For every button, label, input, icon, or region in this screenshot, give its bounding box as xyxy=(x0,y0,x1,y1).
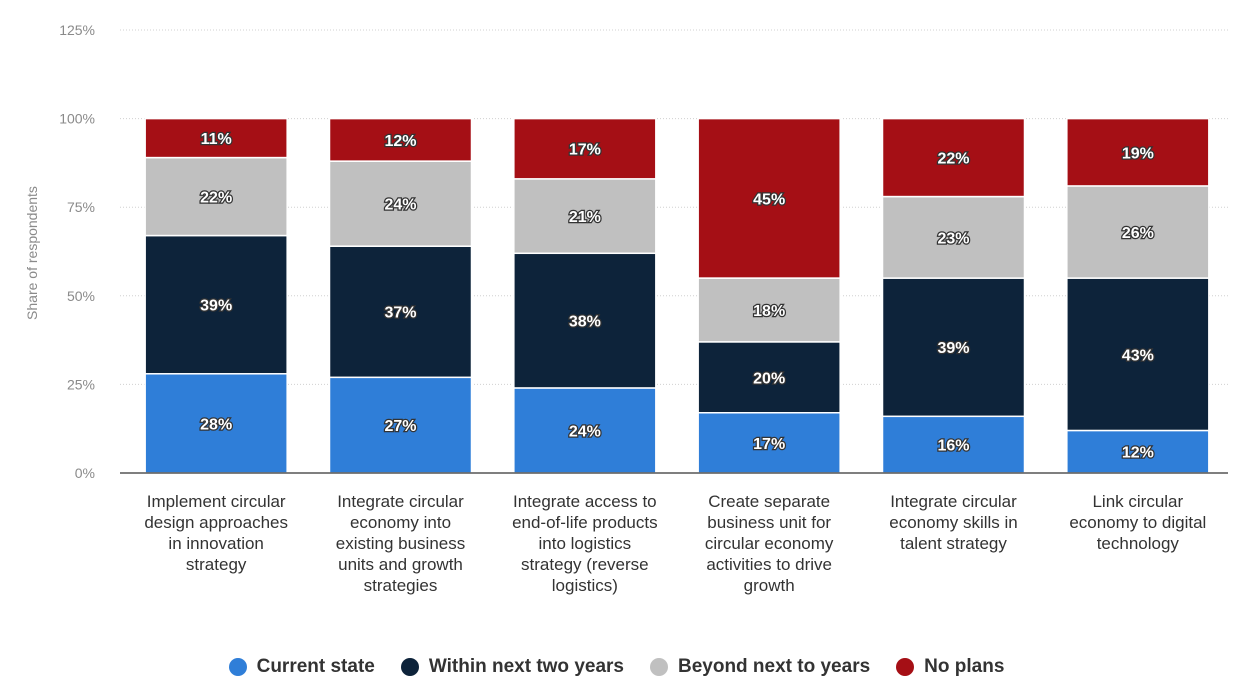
bar-segment[interactable] xyxy=(881,195,1026,279)
data-label: 11% xyxy=(201,131,232,148)
legend-item-no-plans[interactable]: No plans xyxy=(896,656,1004,678)
bar-segment[interactable] xyxy=(513,117,657,180)
bar-segment[interactable] xyxy=(1066,117,1210,187)
data-label: 45% xyxy=(753,191,785,208)
data-label: 24% xyxy=(569,423,601,440)
bar-segment[interactable] xyxy=(881,117,1026,198)
legend-swatch-within-next-two-years xyxy=(400,658,419,676)
data-label: 20% xyxy=(753,370,785,387)
data-label: 39% xyxy=(200,298,232,315)
data-label: 12% xyxy=(1122,445,1154,462)
legend-label: No plans xyxy=(924,656,1005,677)
bar-segment[interactable] xyxy=(144,373,288,474)
category-label: Integrate circular economy into existing b… xyxy=(336,492,465,595)
data-label: 43% xyxy=(1122,347,1154,364)
bar-segment[interactable] xyxy=(881,277,1026,418)
y-tick-label: 50% xyxy=(67,288,95,304)
legend-swatch-beyond-next-to-years xyxy=(649,658,668,676)
data-label: 16% xyxy=(937,438,969,455)
bar-segment[interactable] xyxy=(328,160,473,247)
y-tick-label: 25% xyxy=(67,376,95,392)
y-tick-label: 75% xyxy=(67,199,95,215)
category-label: Link circular economy to digital technolog… xyxy=(1069,492,1206,553)
data-label: 37% xyxy=(384,305,416,322)
legend-label: Current state xyxy=(256,656,375,677)
legend-swatch-current-state xyxy=(228,658,247,676)
data-label: 27% xyxy=(384,418,416,435)
bar-segment[interactable] xyxy=(697,117,841,279)
legend-item-current-state[interactable]: Current state xyxy=(228,656,375,678)
data-label: 39% xyxy=(937,340,969,357)
bar-segment[interactable] xyxy=(881,415,1026,474)
category-label: Create separate business unit for circular… xyxy=(705,492,834,595)
legend: Current state Within next two years Beyo… xyxy=(0,656,1233,678)
category-labels: Implement circular design approaches in in… xyxy=(144,492,1206,595)
data-label: 18% xyxy=(753,303,785,320)
category-label: Integrate access to end-of-life products i… xyxy=(512,492,658,595)
y-axis-ticks: 0% 25% 50% 75% 100% 125% xyxy=(59,22,95,481)
data-label: 22% xyxy=(937,151,969,168)
legend-item-beyond-next-to-years[interactable]: Beyond next to years xyxy=(649,656,871,678)
bar-segment[interactable] xyxy=(328,376,473,474)
bar-segment[interactable] xyxy=(697,277,841,343)
bar-segment[interactable] xyxy=(1066,185,1210,279)
y-tick-label: 0% xyxy=(75,465,95,481)
bar-segment[interactable] xyxy=(1066,429,1210,474)
data-label: 38% xyxy=(569,314,601,331)
data-label: 22% xyxy=(200,190,232,207)
legend-item-within-next-two-years[interactable]: Within next two years xyxy=(400,656,624,678)
data-label: 24% xyxy=(384,197,416,214)
bar-segment[interactable] xyxy=(328,117,473,162)
data-label: 19% xyxy=(1122,145,1154,162)
y-tick-label: 125% xyxy=(59,22,95,38)
bar-segment[interactable] xyxy=(328,245,473,379)
y-tick-label: 100% xyxy=(59,111,95,127)
data-label: 23% xyxy=(937,230,969,247)
legend-label: Beyond next to years xyxy=(677,656,871,677)
stacked-bar-chart: 0% 25% 50% 75% 100% 125% Share of respondents… xyxy=(24,22,1228,595)
data-label: 28% xyxy=(200,416,232,433)
y-axis-title: Share of respondents xyxy=(24,186,40,320)
data-label: 17% xyxy=(753,436,785,453)
legend-swatch-no-plans xyxy=(896,658,915,676)
category-label: Integrate circular economy skills in talen… xyxy=(889,492,1018,553)
category-label: Implement circular design approaches in in… xyxy=(144,492,288,574)
legend-label: Within next two years xyxy=(428,656,624,677)
bar-segment[interactable] xyxy=(144,234,288,375)
data-label: 21% xyxy=(569,209,601,226)
bars: 28% 39% 22% 11% 27% 37% 24% 12% 24% 38% 21% 17% 17% 2… xyxy=(144,117,1210,474)
bar-segment[interactable] xyxy=(513,252,657,389)
data-label: 12% xyxy=(384,133,416,150)
bar-segment[interactable] xyxy=(144,117,288,159)
bar-segment[interactable] xyxy=(513,178,657,255)
data-label: 26% xyxy=(1122,225,1154,242)
data-label: 17% xyxy=(569,142,601,159)
